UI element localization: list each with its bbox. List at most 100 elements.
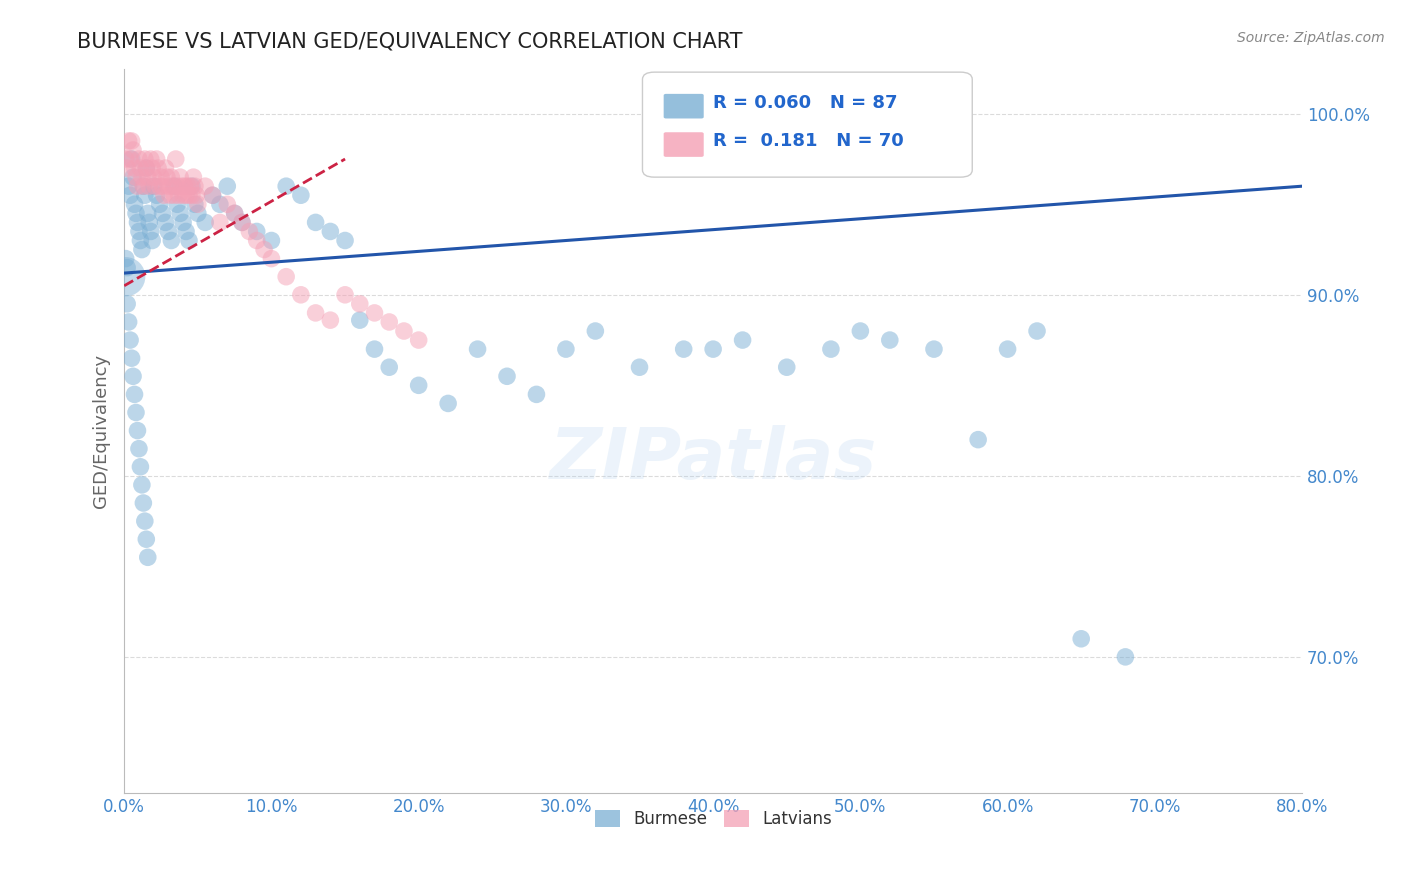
Point (583, 324, 606, 338)
Point (141, 234, 163, 248)
Point (135, 161, 157, 175)
Point (967, 433, 990, 447)
Point (496, 369, 519, 384)
Point (129, 459, 152, 474)
Point (155, 215, 177, 229)
Point (122, 369, 145, 384)
Point (467, 342, 489, 356)
Point (208, 197, 231, 211)
Point (392, 324, 415, 338)
Point (922, 342, 945, 356)
Point (127, 179, 149, 194)
Point (114, 269, 136, 284)
Point (349, 313, 371, 327)
Point (136, 206, 159, 220)
Point (997, 342, 1019, 356)
Point (628, 360, 651, 375)
Point (169, 170, 191, 185)
Point (120, 152, 142, 166)
Point (157, 224, 180, 238)
Point (152, 179, 174, 194)
Point (319, 313, 342, 327)
Point (148, 197, 170, 211)
Point (160, 234, 183, 248)
Point (157, 179, 180, 194)
Point (166, 179, 188, 194)
Point (201, 188, 224, 202)
Point (333, 288, 356, 302)
Point (132, 179, 155, 194)
Point (319, 224, 342, 238)
Point (820, 342, 842, 356)
Point (194, 215, 217, 229)
Point (177, 188, 200, 202)
Point (120, 333, 142, 347)
Point (181, 188, 204, 202)
Point (122, 170, 145, 185)
Text: Source: ZipAtlas.com: Source: ZipAtlas.com (1237, 31, 1385, 45)
Point (246, 234, 269, 248)
Text: ZIPatlas: ZIPatlas (550, 425, 877, 494)
Point (169, 206, 191, 220)
Point (117, 179, 139, 194)
Point (142, 179, 165, 194)
Point (208, 215, 231, 229)
Point (187, 197, 209, 211)
Point (138, 215, 160, 229)
Point (143, 179, 166, 194)
Point (672, 342, 695, 356)
Point (238, 224, 260, 238)
Point (128, 442, 150, 456)
Point (120, 188, 142, 202)
FancyBboxPatch shape (643, 72, 973, 178)
Point (132, 179, 155, 194)
Point (145, 152, 167, 166)
Point (142, 170, 165, 185)
Point (121, 152, 143, 166)
Point (121, 351, 143, 366)
Point (304, 215, 326, 229)
Point (849, 324, 872, 338)
Point (165, 152, 187, 166)
FancyBboxPatch shape (664, 94, 704, 119)
Point (201, 188, 224, 202)
Point (731, 333, 754, 347)
Point (131, 478, 153, 492)
Point (134, 152, 156, 166)
Point (117, 134, 139, 148)
Point (125, 170, 148, 185)
Point (349, 297, 371, 311)
Point (186, 188, 208, 202)
Point (160, 170, 183, 185)
Point (127, 424, 149, 438)
Point (408, 378, 430, 392)
Legend: Burmese, Latvians: Burmese, Latvians (588, 804, 838, 835)
Point (181, 179, 204, 194)
Point (153, 188, 176, 202)
Point (260, 234, 283, 248)
FancyBboxPatch shape (664, 132, 704, 157)
Point (231, 215, 253, 229)
Point (260, 252, 283, 266)
Point (290, 288, 312, 302)
Point (124, 161, 146, 175)
Point (128, 152, 150, 166)
Point (224, 206, 246, 220)
Point (146, 161, 169, 175)
Text: R =  0.181   N = 70: R = 0.181 N = 70 (713, 132, 904, 150)
Point (163, 188, 186, 202)
Point (172, 215, 194, 229)
Point (138, 179, 160, 194)
Point (134, 188, 156, 202)
Point (132, 496, 155, 510)
Point (115, 161, 138, 175)
Point (127, 215, 149, 229)
Point (174, 224, 197, 238)
Point (1026, 324, 1049, 338)
Point (253, 243, 276, 257)
Point (135, 161, 157, 175)
Point (177, 234, 200, 248)
Point (184, 179, 207, 194)
Point (183, 170, 205, 185)
Point (129, 234, 152, 248)
